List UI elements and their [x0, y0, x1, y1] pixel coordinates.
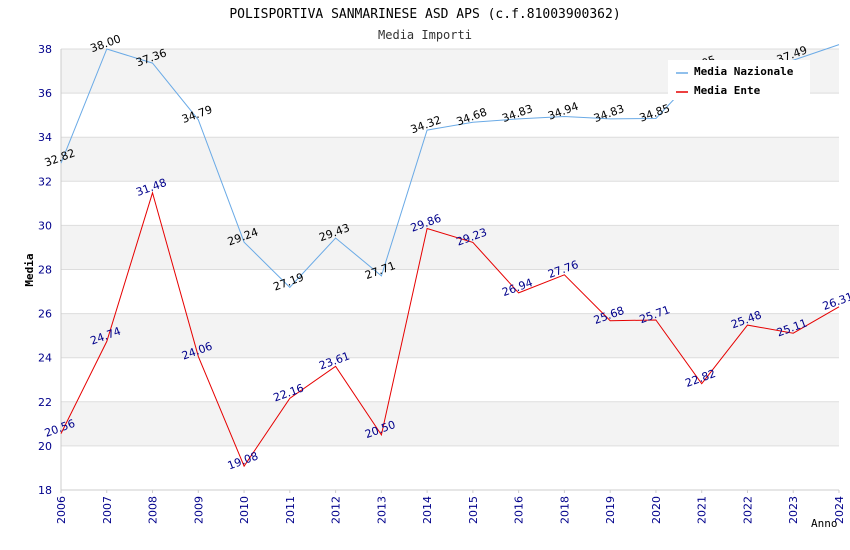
y-tick-label: 22 — [38, 396, 52, 409]
y-tick-label: 38 — [38, 43, 52, 56]
legend: Media Nazionale Media Ente — [668, 60, 810, 100]
y-tick-label: 24 — [38, 352, 52, 365]
y-tick-label: 36 — [38, 87, 52, 100]
x-tick-label: 2007 — [101, 496, 114, 524]
data-label: 34.68 — [455, 105, 489, 128]
legend-box — [668, 60, 810, 100]
background-bands — [61, 49, 839, 446]
data-label: 22.82 — [683, 367, 717, 390]
chart-subtitle: Media Importi — [378, 28, 472, 42]
y-tick-label: 34 — [38, 131, 52, 144]
axes — [60, 49, 840, 493]
x-tick-label: 2024 — [833, 496, 846, 524]
background-band — [61, 137, 839, 182]
y-tick-label: 32 — [38, 175, 52, 188]
x-tick-label: 2011 — [284, 496, 297, 524]
data-label: 34.83 — [500, 102, 534, 125]
legend-label-ente: Media Ente — [694, 84, 761, 97]
x-tick-label: 2013 — [375, 496, 388, 524]
y-tick-label: 28 — [38, 264, 52, 277]
series-line-ente — [60, 191, 840, 468]
x-tick-label: 2006 — [55, 496, 68, 524]
background-band — [61, 313, 839, 358]
x-tick-label: 2009 — [192, 496, 205, 524]
data-label: 19.08 — [226, 449, 260, 472]
y-axis-label: Media — [23, 253, 36, 286]
data-label: 34.94 — [546, 100, 580, 123]
x-tick-label: 2008 — [147, 496, 160, 524]
legend-label-nazionale: Media Nazionale — [694, 65, 794, 78]
data-label: 22.16 — [272, 382, 306, 405]
x-tick-label: 2012 — [330, 496, 343, 524]
x-tick-label: 2021 — [696, 496, 709, 524]
data-label: 26.94 — [500, 276, 534, 299]
y-tick-label: 30 — [38, 219, 52, 232]
x-tick-label: 2019 — [604, 496, 617, 524]
x-tick-label: 2015 — [467, 496, 480, 524]
x-tick-label: 2020 — [650, 496, 663, 524]
data-label: 26.31 — [821, 290, 850, 313]
y-tick-label: 20 — [38, 440, 52, 453]
x-tick-label: 2010 — [238, 496, 251, 524]
x-tick-label: 2014 — [421, 496, 434, 524]
x-tick-label: 2023 — [787, 496, 800, 524]
data-label: 34.85 — [638, 102, 672, 125]
y-tick-label: 18 — [38, 484, 52, 497]
x-tick-label: 2018 — [558, 496, 571, 524]
data-label: 34.83 — [592, 102, 626, 125]
y-tick-label: 26 — [38, 308, 52, 321]
background-band — [61, 225, 839, 270]
background-band — [61, 401, 839, 446]
x-tick-label: 2022 — [741, 496, 754, 524]
chart-title: POLISPORTIVA SANMARINESE ASD APS (c.f.81… — [229, 7, 620, 22]
x-tick-label: 2016 — [513, 496, 526, 524]
x-axis-label: Anno — [811, 517, 838, 530]
data-label: 34.79 — [180, 103, 214, 126]
